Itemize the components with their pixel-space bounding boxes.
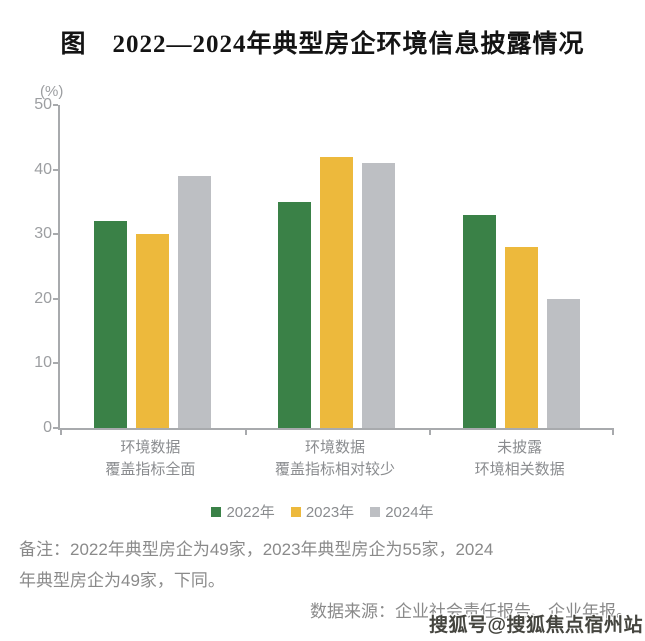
y-tick-label-0: 0 xyxy=(43,419,52,436)
y-tick-mark xyxy=(53,297,58,300)
category-label-2-line2: 覆盖指标相对较少 xyxy=(275,461,396,478)
category-label-2-line1: 环境数据 xyxy=(305,439,366,456)
bar-2024年-cat1 xyxy=(177,176,211,428)
legend-item-2022年: 2022年 xyxy=(211,501,275,522)
legend-label: 2024年 xyxy=(385,504,434,521)
legend-swatch-icon xyxy=(290,506,301,517)
legend: 2022年 2023年 2024年 xyxy=(0,501,645,522)
category-label-3-line1: 未披露 xyxy=(497,439,543,456)
plot-area: 0 10 20 30 40 50 xyxy=(34,96,614,436)
y-tick-mark xyxy=(53,427,58,429)
bar-group-1 xyxy=(60,105,245,428)
y-tick-label-40: 40 xyxy=(34,160,52,178)
y-axis-unit-label: (%) xyxy=(40,83,64,100)
bar-group-3 xyxy=(429,105,614,428)
bar-2024年-cat2 xyxy=(362,163,396,428)
category-label-3-line2: 环境相关数据 xyxy=(474,461,565,478)
x-axis-category-labels: 环境数据 覆盖指标全面 环境数据 覆盖指标相对较少 未披露 环境相关数据 xyxy=(58,437,612,481)
y-tick-label-20: 20 xyxy=(34,289,52,307)
bar-2023年-cat1 xyxy=(135,234,169,428)
x-tick-mark xyxy=(429,428,432,435)
remark-note-line1: 备注：2022年典型房企为49家，2023年典型房企为55家，2024 xyxy=(19,540,494,559)
bars-container xyxy=(60,105,614,428)
legend-swatch-icon xyxy=(211,506,222,517)
x-tick-mark xyxy=(612,428,614,435)
x-tick-mark xyxy=(244,428,247,435)
legend-label: 2022年 xyxy=(226,504,275,521)
y-tick-mark xyxy=(53,233,58,236)
legend-label: 2023年 xyxy=(305,504,355,521)
x-tick-mark xyxy=(60,428,62,435)
remark-note-line2: 年典型房企为49家，下同。 xyxy=(19,571,225,590)
category-label-3: 未披露 环境相关数据 xyxy=(427,437,612,481)
category-label-1-line2: 覆盖指标全面 xyxy=(105,461,196,478)
bar-2022年-cat1 xyxy=(93,221,127,428)
remark-note: 备注：2022年典型房企为49家，2023年典型房企为55家，2024 年典型房… xyxy=(19,534,634,596)
category-label-1-line1: 环境数据 xyxy=(120,439,181,456)
legend-item-2023年: 2023年 xyxy=(290,501,355,522)
bar-2023年-cat3 xyxy=(505,247,539,428)
chart-title: 图 2022—2024年典型房企环境信息披露情况 xyxy=(60,31,585,58)
y-tick-mark xyxy=(53,104,58,106)
category-label-1: 环境数据 覆盖指标全面 xyxy=(58,437,243,481)
legend-item-2024年: 2024年 xyxy=(370,501,434,522)
watermark: 搜狐号@搜狐焦点宿州站 xyxy=(428,615,643,636)
y-axis: 0 10 20 30 40 50 xyxy=(34,96,614,436)
bar-2024年-cat3 xyxy=(547,298,581,428)
y-tick-label-30: 30 xyxy=(34,225,52,243)
bar-2022年-cat2 xyxy=(278,201,312,428)
y-tick-mark xyxy=(53,168,58,171)
legend-swatch-icon xyxy=(370,506,381,517)
y-tick-label-10: 10 xyxy=(34,354,52,372)
category-label-2: 环境数据 覆盖指标相对较少 xyxy=(243,437,428,481)
y-tick-label-50: 50 xyxy=(34,96,52,113)
bar-2022年-cat3 xyxy=(463,214,497,428)
y-tick-mark xyxy=(53,362,58,365)
bar-2023年-cat2 xyxy=(320,156,354,428)
data-source-note: 数据来源：企业社会责任报告、企业年报。 xyxy=(310,602,633,621)
bar-group-2 xyxy=(245,105,430,428)
